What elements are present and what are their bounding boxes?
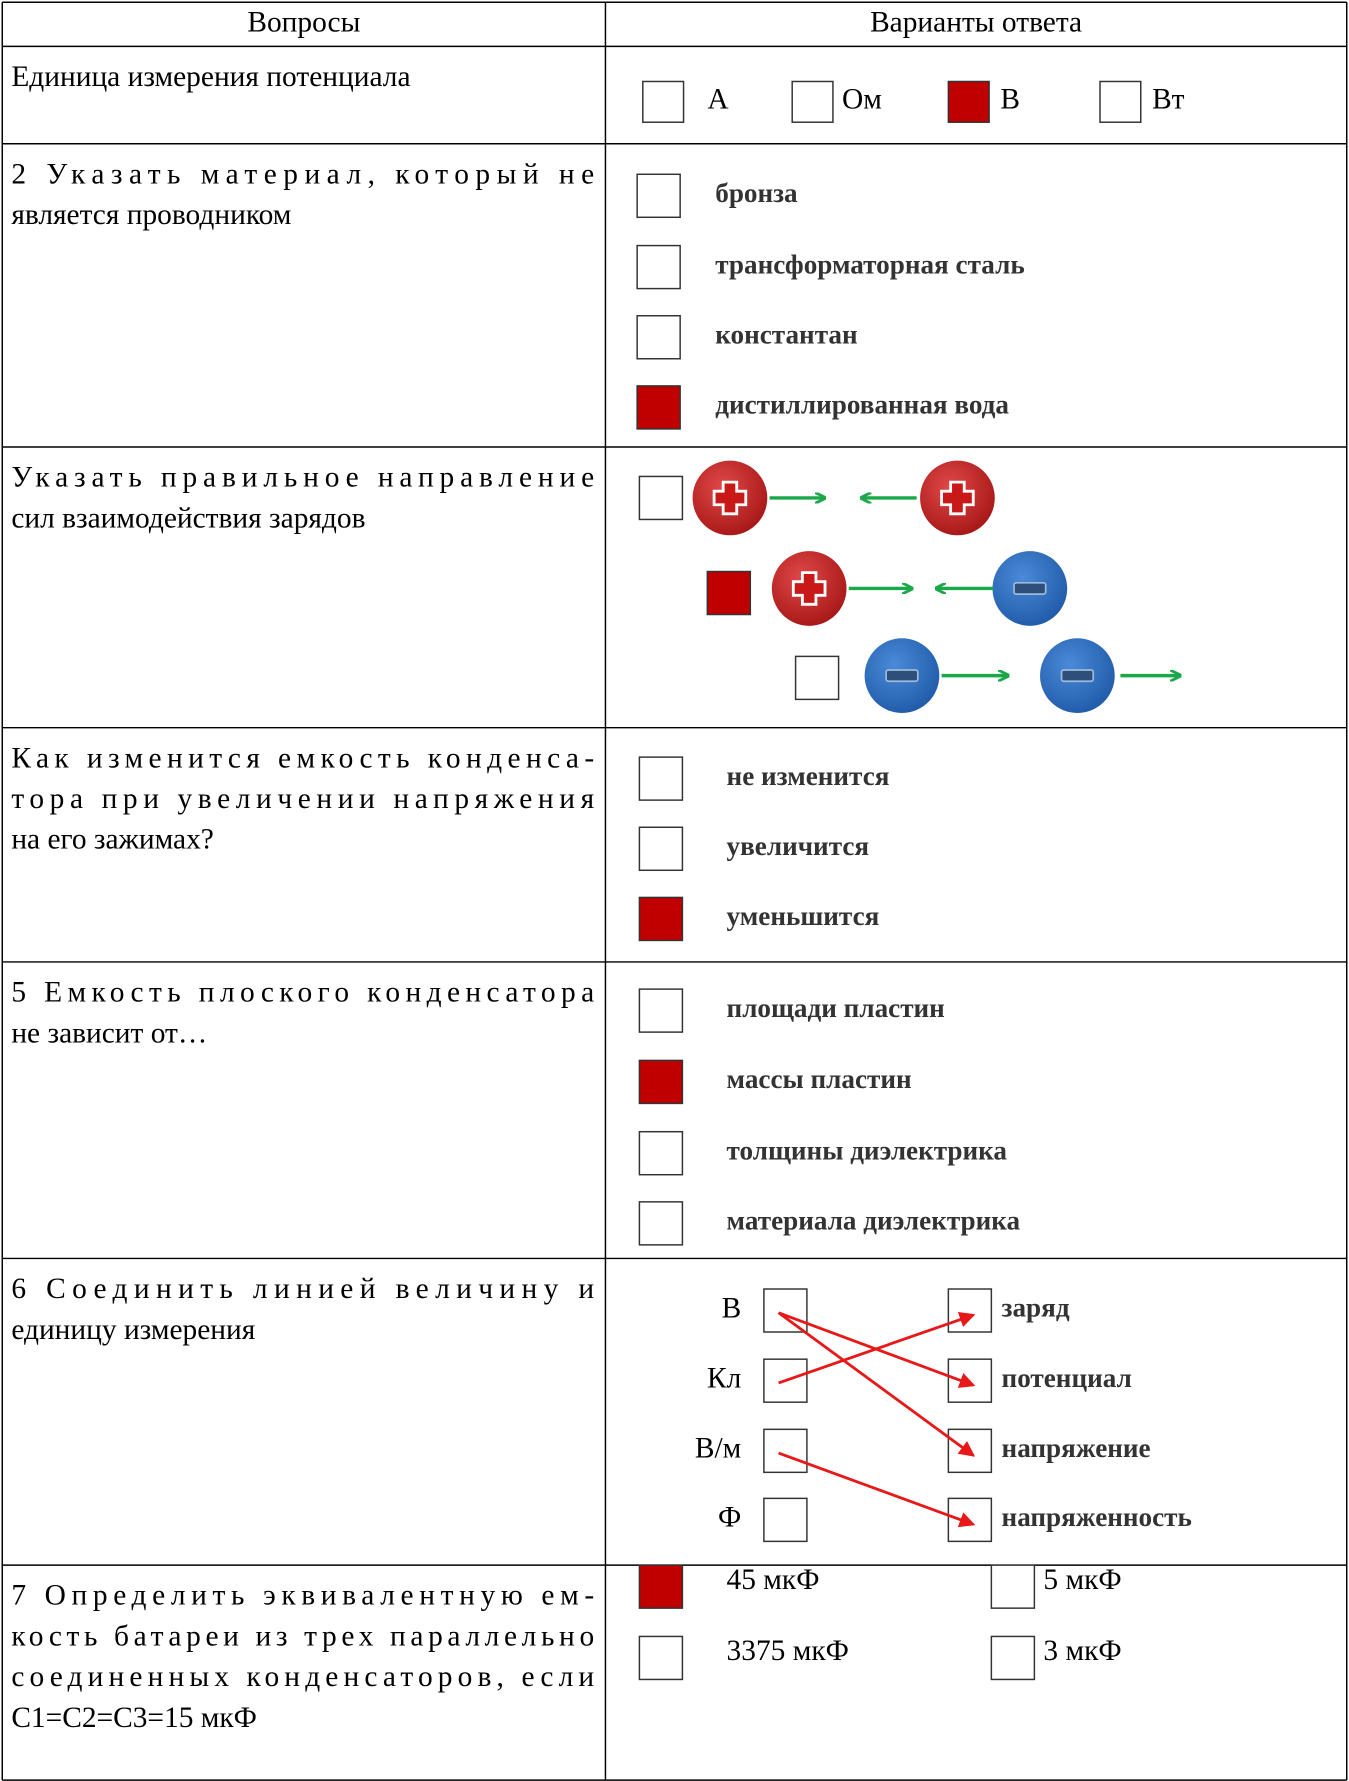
match-line xyxy=(778,1451,976,1528)
checkbox xyxy=(791,80,834,123)
checkbox xyxy=(638,1059,684,1105)
checkbox xyxy=(947,1288,993,1333)
checkbox xyxy=(706,570,752,616)
option-label: дистиллированная вода xyxy=(715,390,1009,420)
checkbox xyxy=(763,1497,808,1543)
checkbox xyxy=(636,173,681,219)
checkbox xyxy=(947,1428,993,1474)
question-text: 6 Соединить линией величину и xyxy=(11,1273,594,1305)
checkbox xyxy=(636,315,681,360)
question-text: Указать правильное направление xyxy=(11,462,594,494)
option-label: материала диэлектрика xyxy=(727,1206,1021,1236)
match-line xyxy=(777,1311,976,1457)
checkbox xyxy=(638,826,684,872)
option-label: А xyxy=(707,84,729,116)
quantity-label: потенциал xyxy=(1002,1363,1132,1393)
checkbox xyxy=(638,1635,684,1681)
option-label: площади пластин xyxy=(727,993,945,1023)
plus-sign xyxy=(712,480,748,516)
checkbox xyxy=(763,1288,808,1333)
checkbox xyxy=(794,655,840,701)
question-text: 5 Емкость плоского конденсатора xyxy=(11,977,594,1009)
question-text: соединенных конденсаторов, если xyxy=(11,1661,594,1693)
minus-sign xyxy=(1060,669,1095,683)
option-label: трансформаторная сталь xyxy=(715,249,1024,279)
option-label: 3 мкФ xyxy=(1043,1635,1121,1667)
minus-sign xyxy=(885,669,919,683)
option-label: массы пластин xyxy=(727,1064,912,1094)
checkbox xyxy=(638,475,684,521)
checkbox xyxy=(990,1635,1036,1681)
unit-label: В xyxy=(722,1292,742,1324)
header-answers: Варианты ответа xyxy=(870,7,1082,39)
quantity-label: напряженность xyxy=(1002,1502,1192,1532)
checkbox xyxy=(947,1497,993,1543)
checkbox xyxy=(947,80,990,123)
option-label: не изменится xyxy=(727,761,890,791)
checkbox xyxy=(638,756,684,801)
minus-sign xyxy=(1013,581,1047,595)
option-label: константан xyxy=(715,319,857,349)
checkbox xyxy=(947,1358,993,1403)
question-text: единицу измерения xyxy=(11,1314,255,1346)
question-text: 7 Определить эквивалентную ем- xyxy=(11,1580,594,1612)
header-questions: Вопросы xyxy=(247,7,360,39)
unit-label: Ф xyxy=(718,1502,741,1534)
option-label: 3375 мкФ xyxy=(727,1635,849,1667)
unit-label: В/м xyxy=(695,1433,741,1465)
question-text: на его зажимах? xyxy=(11,824,214,856)
option-label: бронза xyxy=(715,178,798,208)
checkbox xyxy=(638,1201,684,1246)
option-label: 45 мкФ xyxy=(727,1564,820,1596)
checkbox xyxy=(638,1564,684,1609)
question-text: Как изменится емкость конденса- xyxy=(11,742,594,774)
quantity-label: напряжение xyxy=(1002,1433,1151,1463)
checkbox xyxy=(638,988,684,1033)
question-text: тора при увеличении напряжения xyxy=(11,783,594,815)
question-text: кость батареи из трех параллельно xyxy=(11,1620,594,1652)
quantity-label: заряд xyxy=(1002,1293,1070,1323)
match-line xyxy=(778,1312,976,1385)
option-label: 5 мкФ xyxy=(1043,1564,1121,1596)
option-label: В xyxy=(1000,84,1020,116)
checkbox xyxy=(638,896,684,942)
checkbox xyxy=(636,244,681,290)
question-text: Единица измерения потенциала xyxy=(11,61,410,93)
unit-label: Кл xyxy=(707,1362,741,1394)
option-label: Вт xyxy=(1152,84,1185,116)
option-label: толщины диэлектрика xyxy=(727,1135,1008,1165)
checkbox xyxy=(636,385,681,430)
question-text: сил взаимодействия зарядов xyxy=(11,502,365,534)
question-text: С1=С2=С3=15 мкФ xyxy=(11,1702,257,1734)
option-label: уменьшится xyxy=(727,901,880,931)
plus-sign xyxy=(940,480,975,516)
option-label: Ом xyxy=(842,84,882,116)
option-label: увеличится xyxy=(727,831,870,861)
checkbox xyxy=(1099,80,1142,123)
question-text: не зависит от… xyxy=(11,1017,207,1049)
checkbox xyxy=(638,1130,684,1176)
question-text: является проводником xyxy=(11,199,291,231)
plus-sign xyxy=(791,571,827,606)
question-text: 2 Указать материал, который не xyxy=(11,158,594,190)
checkbox xyxy=(642,80,685,123)
checkbox xyxy=(763,1428,808,1474)
checkbox xyxy=(990,1564,1036,1609)
